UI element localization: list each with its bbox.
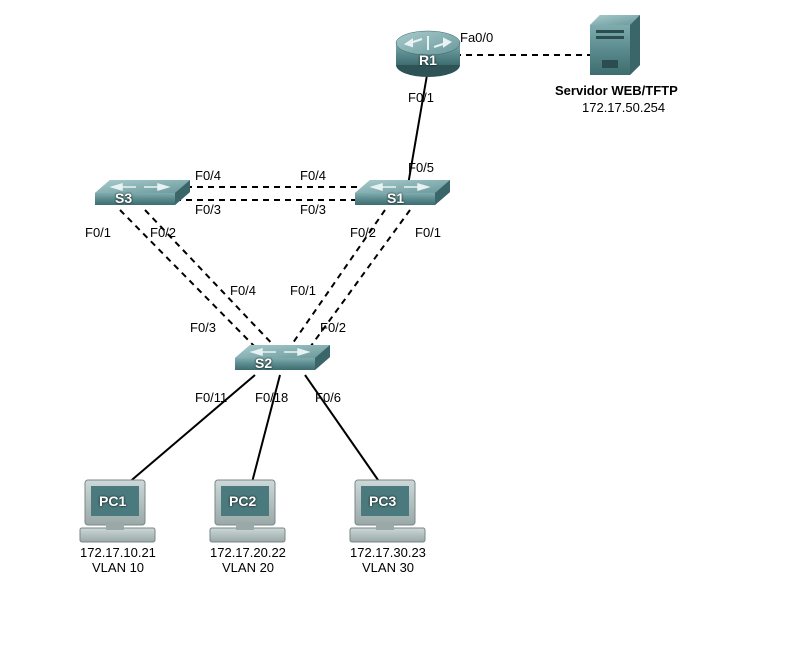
label-R1: R1 — [419, 52, 437, 68]
pc2-vlan: VLAN 20 — [222, 560, 274, 575]
pc1-vlan: VLAN 10 — [92, 560, 144, 575]
port-label: F0/4 — [300, 168, 326, 183]
port-label: F0/11 — [195, 390, 227, 405]
pc3-ip: 172.17.30.23 — [350, 545, 426, 560]
port-label: F0/4 — [230, 283, 256, 298]
node-switch-S2 — [235, 345, 330, 370]
port-label: F0/2 — [350, 225, 376, 240]
node-pc-PC2 — [210, 480, 285, 542]
server-title: Servidor WEB/TFTP — [555, 83, 678, 98]
pc3-vlan: VLAN 30 — [362, 560, 414, 575]
port-label: F0/6 — [315, 390, 341, 405]
pc2-ip: 172.17.20.22 — [210, 545, 286, 560]
port-label: F0/1 — [85, 225, 111, 240]
port-label: F0/4 — [195, 168, 221, 183]
pc1-ip: 172.17.10.21 — [80, 545, 156, 560]
label-S2: S2 — [255, 355, 272, 371]
port-label: F0/1 — [415, 225, 441, 240]
port-label: F0/2 — [320, 320, 346, 335]
port-label: F0/5 — [408, 160, 434, 175]
port-label: F0/1 — [408, 90, 434, 105]
node-pc-PC1 — [80, 480, 155, 542]
port-label: F0/1 — [290, 283, 316, 298]
port-label: F0/2 — [150, 225, 176, 240]
label-PC1: PC1 — [99, 493, 126, 509]
node-pc-PC3 — [350, 480, 425, 542]
label-S3: S3 — [115, 190, 132, 206]
node-server — [590, 15, 640, 75]
label-PC2: PC2 — [229, 493, 256, 509]
port-label: F0/3 — [300, 202, 326, 217]
label-PC3: PC3 — [369, 493, 396, 509]
port-label: F0/3 — [190, 320, 216, 335]
port-label: F0/3 — [195, 202, 221, 217]
server-ip: 172.17.50.254 — [582, 100, 665, 115]
node-switch-S3 — [95, 180, 190, 205]
port-label: Fa0/0 — [460, 30, 493, 45]
label-S1: S1 — [387, 190, 404, 206]
port-label: F0/18 — [255, 390, 288, 405]
